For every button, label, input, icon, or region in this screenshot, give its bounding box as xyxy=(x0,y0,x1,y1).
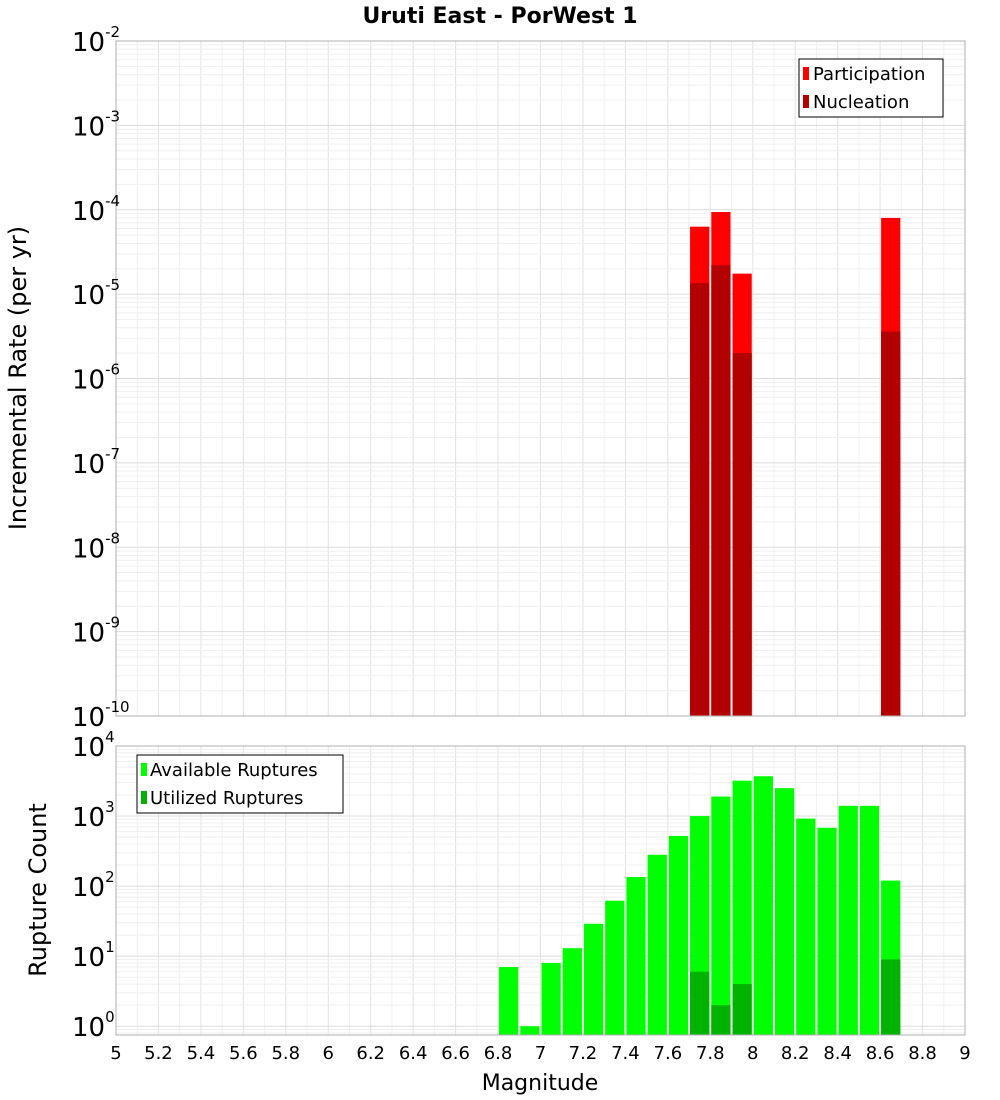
x-tick-label: 9 xyxy=(959,1043,970,1064)
available-ruptures-bar xyxy=(796,818,816,1035)
y-tick-label: 10-4 xyxy=(72,192,120,227)
rate-bars xyxy=(690,212,901,716)
x-tick-label: 8.6 xyxy=(866,1043,895,1064)
x-tick-label: 7.4 xyxy=(611,1043,640,1064)
available-ruptures-bar xyxy=(732,780,752,1035)
x-tick-label: 5.4 xyxy=(187,1043,216,1064)
available-ruptures-bar xyxy=(499,967,519,1035)
utilized-ruptures-bar xyxy=(711,1005,731,1035)
available-ruptures-bar xyxy=(859,805,880,1035)
x-tick-label: 6 xyxy=(323,1043,334,1064)
count-y-ticks: 100 101 102 103 104 xyxy=(72,728,115,1043)
available-ruptures-bar xyxy=(668,835,689,1035)
y-tick-label: 102 xyxy=(72,868,115,903)
y-tick-label: 100 xyxy=(72,1008,115,1043)
x-tick-label: 7.8 xyxy=(696,1043,725,1064)
x-tick-label: 7 xyxy=(535,1043,546,1064)
count-legend: Available Ruptures Utilized Ruptures xyxy=(136,754,344,814)
count-panel: 100 101 102 103 104 5 5.2 5.4 5.6 5.8 6 6.2 6.4 6.6 6… xyxy=(24,728,971,1096)
x-tick-label: 5.2 xyxy=(144,1043,173,1064)
rate-y-axis-label: Incremental Rate (per yr) xyxy=(4,226,32,530)
x-tick-label: 8.2 xyxy=(781,1043,810,1064)
participation-legend-label: Participation xyxy=(813,64,925,85)
y-tick-label: 10-5 xyxy=(72,276,120,311)
utilized-ruptures-bar xyxy=(732,984,752,1035)
count-bars xyxy=(499,776,901,1035)
nucleation-bar xyxy=(881,331,901,716)
nucleation-bar xyxy=(690,283,710,716)
rate-legend-box xyxy=(798,58,944,118)
x-tick-label: 8 xyxy=(747,1043,758,1064)
available-legend-label: Available Ruptures xyxy=(150,760,318,781)
rate-gridlines xyxy=(115,40,966,717)
magnitude-x-axis-label: Magnitude xyxy=(482,1071,599,1096)
y-tick-label: 101 xyxy=(72,938,115,973)
magnitude-x-ticks: 5 5.2 5.4 5.6 5.8 6 6.2 6.4 6.6 6.8 7 7.2 7.4 7.6 7.8 8… xyxy=(110,1043,970,1064)
x-tick-label: 8.4 xyxy=(823,1043,852,1064)
available-ruptures-bar xyxy=(711,796,731,1035)
utilized-ruptures-bar xyxy=(690,971,710,1035)
x-tick-label: 5 xyxy=(110,1043,121,1064)
x-tick-label: 7.6 xyxy=(654,1043,683,1064)
x-tick-label: 6.2 xyxy=(356,1043,385,1064)
x-tick-label: 5.8 xyxy=(271,1043,300,1064)
nucleation-legend-label: Nucleation xyxy=(813,92,909,113)
available-ruptures-bar xyxy=(774,788,795,1035)
count-y-axis-label: Rupture Count xyxy=(24,803,52,977)
utilized-legend-label: Utilized Ruptures xyxy=(150,788,303,809)
y-tick-label: 103 xyxy=(72,798,115,833)
x-tick-label: 7.2 xyxy=(569,1043,598,1064)
y-tick-label: 10-9 xyxy=(72,614,120,649)
available-ruptures-bar xyxy=(562,948,582,1035)
rate-plot-border xyxy=(115,40,966,717)
y-tick-label: 10-7 xyxy=(72,445,120,480)
x-tick-label: 6.8 xyxy=(484,1043,513,1064)
y-tick-label: 104 xyxy=(72,728,115,763)
utilized-ruptures-bar xyxy=(881,959,901,1035)
chart-title: Uruti East - PorWest 1 xyxy=(362,4,637,29)
nucleation-legend-swatch xyxy=(803,95,809,108)
y-tick-label: 10-10 xyxy=(72,698,130,733)
rate-legend: Participation Nucleation xyxy=(798,58,944,118)
count-legend-box xyxy=(136,754,344,814)
x-tick-label: 8.8 xyxy=(908,1043,937,1064)
nucleation-bar xyxy=(711,265,731,716)
available-legend-swatch xyxy=(141,763,147,776)
rate-panel: 10-10 10-9 10-8 10-7 10-6 10-5 10-4 10-3 10-2 In… xyxy=(4,23,966,733)
available-ruptures-bar xyxy=(817,827,837,1035)
y-tick-label: 10-2 xyxy=(72,23,120,58)
x-tick-label: 6.4 xyxy=(399,1043,428,1064)
available-ruptures-bar xyxy=(753,776,773,1035)
rate-y-ticks: 10-10 10-9 10-8 10-7 10-6 10-5 10-4 10-3 10-2 xyxy=(72,23,130,733)
y-tick-label: 10-8 xyxy=(72,529,120,564)
y-tick-label: 10-6 xyxy=(72,361,120,396)
available-ruptures-bar xyxy=(626,876,646,1035)
y-tick-label: 10-3 xyxy=(72,107,120,142)
x-tick-label: 6.6 xyxy=(441,1043,470,1064)
available-ruptures-bar xyxy=(647,854,667,1035)
x-tick-label: 5.6 xyxy=(229,1043,258,1064)
available-ruptures-bar xyxy=(583,923,604,1035)
participation-legend-swatch xyxy=(803,67,809,80)
available-ruptures-bar xyxy=(605,900,625,1035)
utilized-legend-swatch xyxy=(141,791,147,804)
available-ruptures-bar xyxy=(838,805,858,1035)
available-ruptures-bar xyxy=(541,962,561,1035)
nucleation-bar xyxy=(732,353,752,716)
available-ruptures-bar xyxy=(520,1026,540,1035)
count-plot-border xyxy=(115,745,966,1036)
